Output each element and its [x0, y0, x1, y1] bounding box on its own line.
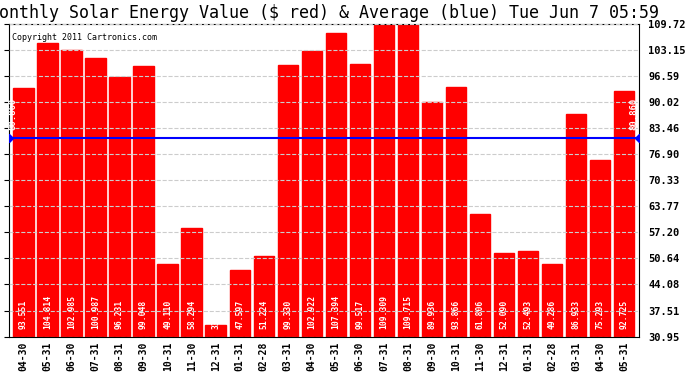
Text: 47.597: 47.597 — [235, 299, 244, 328]
Text: 92.725: 92.725 — [620, 299, 629, 328]
Text: 109.309: 109.309 — [380, 294, 388, 328]
Bar — [422, 102, 442, 337]
Text: 99.330: 99.330 — [284, 299, 293, 328]
Bar — [109, 77, 130, 337]
Bar — [614, 91, 634, 337]
Text: 104.814: 104.814 — [43, 294, 52, 328]
Text: 58.294: 58.294 — [187, 299, 196, 328]
Text: 102.922: 102.922 — [307, 294, 316, 328]
Text: 51.224: 51.224 — [259, 299, 268, 328]
Text: 96.231: 96.231 — [115, 299, 124, 328]
Text: Copyright 2011 Cartronics.com: Copyright 2011 Cartronics.com — [12, 33, 157, 42]
Text: 93.866: 93.866 — [451, 299, 460, 328]
Text: 89.936: 89.936 — [427, 299, 437, 328]
Text: 93.551: 93.551 — [19, 299, 28, 328]
Text: 102.985: 102.985 — [67, 294, 76, 328]
Text: 75.293: 75.293 — [595, 299, 604, 328]
Text: 99.048: 99.048 — [139, 299, 148, 328]
Bar — [542, 264, 562, 337]
Bar — [61, 51, 81, 337]
Text: 109.715: 109.715 — [404, 294, 413, 328]
Text: 52.090: 52.090 — [500, 299, 509, 328]
Bar — [518, 251, 538, 337]
Bar — [470, 214, 490, 337]
Text: 99.517: 99.517 — [355, 299, 364, 328]
Bar — [326, 33, 346, 337]
Bar — [86, 58, 106, 337]
Bar — [181, 228, 202, 337]
Text: 49.110: 49.110 — [163, 299, 172, 328]
Text: 61.806: 61.806 — [475, 299, 484, 328]
Bar — [37, 43, 58, 337]
Text: 33.910: 33.910 — [211, 299, 220, 328]
Bar — [566, 114, 586, 337]
Bar — [590, 160, 611, 337]
Bar — [13, 88, 34, 337]
Bar — [397, 24, 418, 337]
Text: 100.987: 100.987 — [91, 294, 100, 328]
Bar — [157, 264, 178, 337]
Bar — [446, 87, 466, 337]
Bar — [494, 253, 514, 337]
Text: 49.286: 49.286 — [548, 299, 557, 328]
Text: 52.493: 52.493 — [524, 299, 533, 328]
Bar — [302, 51, 322, 337]
Text: 80.860: 80.860 — [630, 98, 639, 130]
Bar — [277, 65, 298, 337]
Title: Monthly Solar Energy Value ($ red) & Average (blue) Tue Jun 7 05:59: Monthly Solar Energy Value ($ red) & Ave… — [0, 4, 659, 22]
Bar — [374, 26, 394, 337]
Bar — [206, 325, 226, 337]
Text: 80.860: 80.860 — [9, 98, 18, 130]
Bar — [350, 64, 370, 337]
Bar — [253, 256, 274, 337]
Text: 86.933: 86.933 — [571, 299, 580, 328]
Bar — [133, 66, 154, 337]
Bar — [230, 270, 250, 337]
Text: 107.394: 107.394 — [331, 294, 340, 328]
